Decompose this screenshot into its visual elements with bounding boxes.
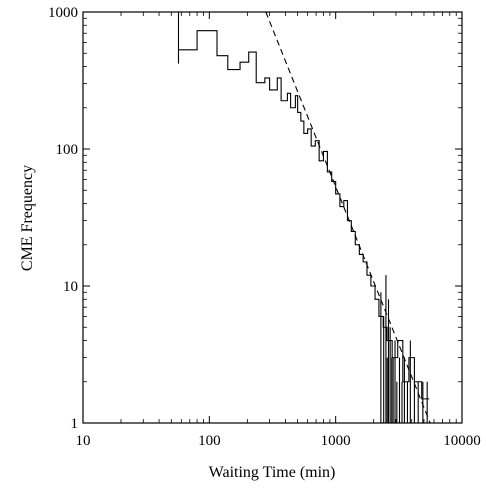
- y-tick-label: 1: [71, 416, 79, 432]
- x-tick-label: 1000: [321, 433, 351, 449]
- y-tick-label: 1000: [48, 5, 78, 21]
- plot-frame: [82, 11, 463, 424]
- y-tick-label: 10: [63, 279, 78, 295]
- x-tick-label: 10000: [443, 433, 481, 449]
- series-step-histogram: [178, 30, 430, 400]
- x-tick-label: 100: [198, 433, 221, 449]
- series-layer: [177, 11, 431, 424]
- x-axis-title: Waiting Time (min): [209, 464, 336, 481]
- power-law-fit-line: [265, 11, 431, 424]
- y-axis-title: CME Frequency: [19, 165, 36, 271]
- y-tick-label: 100: [56, 142, 79, 158]
- x-tick-label: 10: [76, 433, 91, 449]
